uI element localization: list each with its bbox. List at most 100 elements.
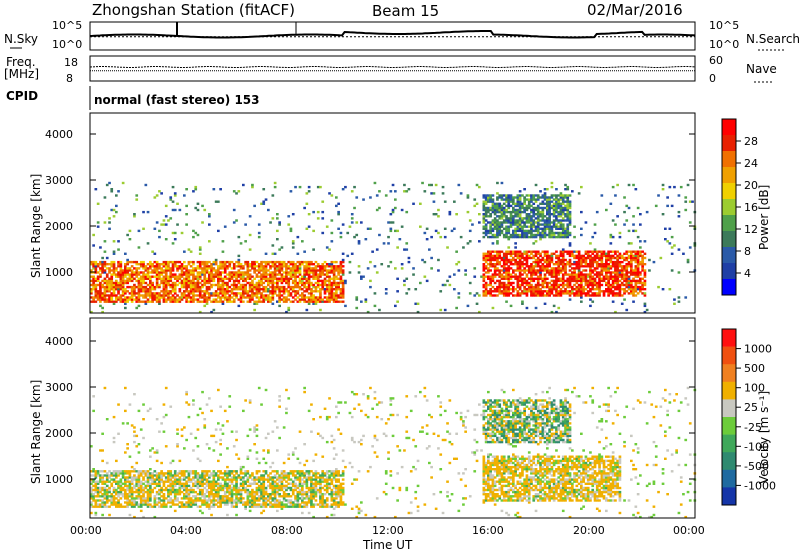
- heatmap-cell: [539, 288, 542, 291]
- heatmap-cell: [214, 263, 218, 266]
- heatmap-cell: [278, 300, 281, 303]
- heatmap-cell: [121, 505, 125, 508]
- heatmap-cell: [176, 478, 179, 481]
- heatmap-cell: [566, 277, 570, 280]
- heatmap-cell: [142, 490, 145, 494]
- heatmap-cell: [119, 486, 123, 490]
- heatmap-cell: [489, 208, 492, 212]
- heatmap-cell: [298, 279, 302, 283]
- heatmap-cell: [321, 217, 325, 220]
- heatmap-cell: [536, 213, 540, 216]
- heatmap-cell: [487, 256, 490, 260]
- heatmap-cell: [468, 229, 472, 233]
- heatmap-cell: [527, 290, 531, 293]
- heatmap-cell: [609, 285, 613, 289]
- heatmap-cell: [235, 292, 238, 295]
- heatmap-cell: [564, 263, 567, 266]
- heatmap-cell: [482, 294, 486, 297]
- heatmap-cell: [625, 285, 629, 289]
- heatmap-cell: [128, 488, 132, 492]
- heatmap-cell: [557, 198, 561, 201]
- heatmap-cell: [548, 256, 551, 260]
- heatmap-cell: [169, 472, 173, 475]
- heatmap-cell: [303, 285, 306, 289]
- heatmap-cell: [630, 292, 633, 295]
- heatmap-cell: [260, 292, 263, 295]
- heatmap-cell: [198, 248, 202, 251]
- heatmap-cell: [285, 275, 288, 278]
- heatmap-cell: [614, 269, 617, 272]
- heatmap-cell: [160, 474, 163, 477]
- heatmap-cell: [325, 269, 329, 272]
- heatmap-cell: [183, 294, 186, 297]
- heatmap-cell: [117, 288, 120, 291]
- heatmap-cell: [173, 292, 177, 295]
- heatmap-cell: [144, 480, 148, 483]
- heatmap-cell: [194, 482, 198, 485]
- heatmap-cell: [419, 281, 422, 285]
- heatmap-cell: [484, 219, 488, 222]
- heatmap-cell: [203, 497, 207, 500]
- heatmap-cell: [307, 285, 311, 289]
- heatmap-cell: [144, 499, 148, 502]
- heatmap-cell: [105, 256, 109, 260]
- heatmap-cell: [219, 290, 222, 293]
- heatmap-cell: [500, 204, 504, 208]
- heatmap-cell: [294, 267, 297, 270]
- heatmap-cell: [518, 221, 522, 224]
- heatmap-cell: [278, 267, 281, 270]
- heatmap-cell: [228, 275, 232, 278]
- heatmap-cell: [183, 292, 186, 295]
- heatmap-cell: [484, 231, 488, 235]
- heatmap-cell: [242, 296, 245, 299]
- heatmap-cell: [248, 275, 252, 278]
- heatmap-cell: [269, 290, 272, 293]
- heatmap-cell: [559, 283, 563, 287]
- heatmap-cell: [282, 290, 286, 293]
- heatmap-cell: [641, 265, 644, 268]
- heatmap-cell: [171, 474, 175, 477]
- heatmap-cell: [321, 269, 325, 272]
- heatmap-cell: [550, 292, 554, 295]
- heatmap-cell: [278, 288, 281, 291]
- heatmap-cell: [541, 217, 545, 220]
- heatmap-cell: [183, 482, 186, 485]
- heatmap-cell: [677, 300, 681, 303]
- heatmap-cell: [337, 213, 340, 216]
- heatmap-cell: [482, 221, 486, 224]
- heatmap-cell: [557, 204, 561, 208]
- heatmap-cell: [155, 194, 159, 197]
- heatmap-cell: [180, 478, 184, 481]
- beam-title: Beam 15: [372, 2, 439, 20]
- heatmap-cell: [135, 285, 139, 289]
- heatmap-cell: [146, 499, 150, 502]
- heatmap-cell: [142, 277, 145, 280]
- heatmap-cell: [101, 474, 104, 477]
- heatmap-cell: [217, 267, 220, 270]
- heatmap-cell: [487, 290, 490, 293]
- heatmap-cell: [183, 194, 186, 197]
- heatmap-cell: [291, 300, 295, 303]
- heatmap-cell: [307, 271, 311, 274]
- heatmap-cell: [289, 275, 293, 278]
- heatmap-cell: [137, 490, 141, 494]
- heatmap-cell: [198, 294, 202, 297]
- heatmap-cell: [92, 488, 95, 492]
- heatmap-cell: [162, 269, 166, 272]
- heatmap-cell: [155, 275, 159, 278]
- heatmap-cell: [543, 279, 547, 283]
- heatmap-cell: [625, 219, 629, 222]
- heatmap-cell: [139, 277, 143, 280]
- heatmap-cell: [105, 499, 109, 502]
- heatmap-cell: [580, 263, 583, 266]
- heatmap-cell: [591, 265, 595, 268]
- heatmap-cell: [339, 294, 343, 297]
- heatmap-cell: [164, 273, 168, 276]
- heatmap-cell: [128, 480, 132, 483]
- heatmap-cell: [478, 213, 481, 216]
- heatmap-cell: [164, 472, 168, 475]
- heatmap-cell: [112, 302, 116, 305]
- heatmap-cell: [380, 263, 384, 266]
- heatmap-cell: [571, 277, 574, 280]
